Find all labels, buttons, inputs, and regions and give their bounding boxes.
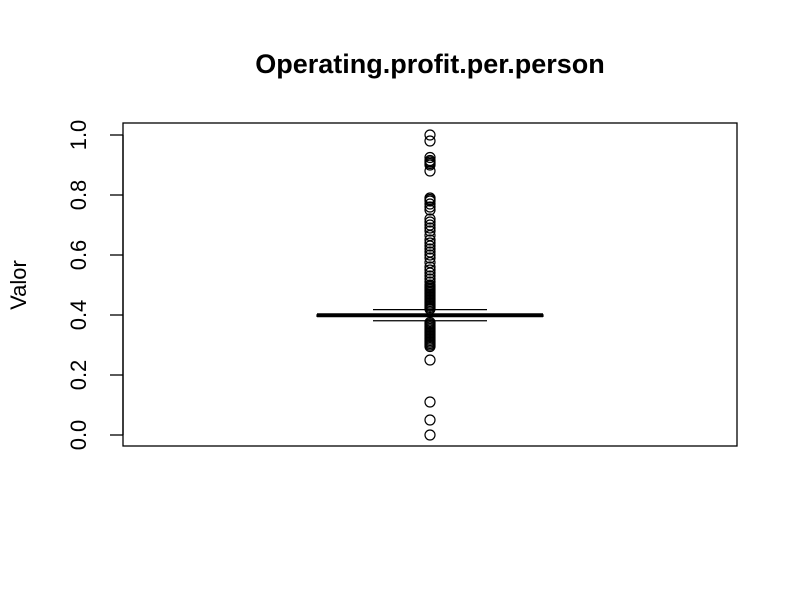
outlier-point (424, 340, 436, 353)
outlier-point (424, 159, 436, 171)
outlier-point (424, 249, 436, 261)
outlier-point (424, 222, 436, 234)
y-tick-label: 0.2 (66, 360, 91, 391)
outlier-point (424, 216, 436, 228)
outlier-point (424, 165, 436, 177)
outlier-point (424, 429, 436, 441)
outlier-point (424, 240, 436, 252)
outliers (424, 129, 436, 441)
y-axis-label: Valor (6, 260, 31, 310)
outlier-point (424, 151, 436, 164)
outlier-point (424, 225, 436, 237)
y-tick-label: 1.0 (66, 120, 91, 151)
outlier-point (424, 261, 436, 273)
outlier-point (424, 243, 436, 255)
y-tick-label: 0.4 (66, 300, 91, 331)
outlier-point (424, 135, 436, 147)
outlier-point (424, 201, 436, 213)
y-axis: 0.0 0.2 0.4 0.6 0.8 1.0 (66, 120, 124, 451)
outlier-point (424, 213, 436, 225)
outlier-point (424, 414, 436, 426)
box (316, 309, 544, 322)
y-tick-label: 0.8 (66, 180, 91, 211)
outlier-point (424, 237, 436, 249)
outlier-point (424, 396, 436, 408)
chart-title: Operating.profit.per.person (255, 49, 605, 79)
outlier-point (424, 195, 436, 207)
outlier-point (424, 303, 436, 315)
outlier-point (424, 252, 436, 264)
y-tick-label: 0.6 (66, 240, 91, 271)
outlier-point (424, 234, 436, 246)
outlier-point (424, 264, 436, 276)
outlier-point (424, 198, 436, 210)
outlier-point (424, 267, 436, 279)
outlier-point (424, 129, 436, 141)
y-tick-label: 0.0 (66, 420, 91, 451)
outlier-point (424, 354, 436, 366)
outlier-point (424, 204, 436, 216)
